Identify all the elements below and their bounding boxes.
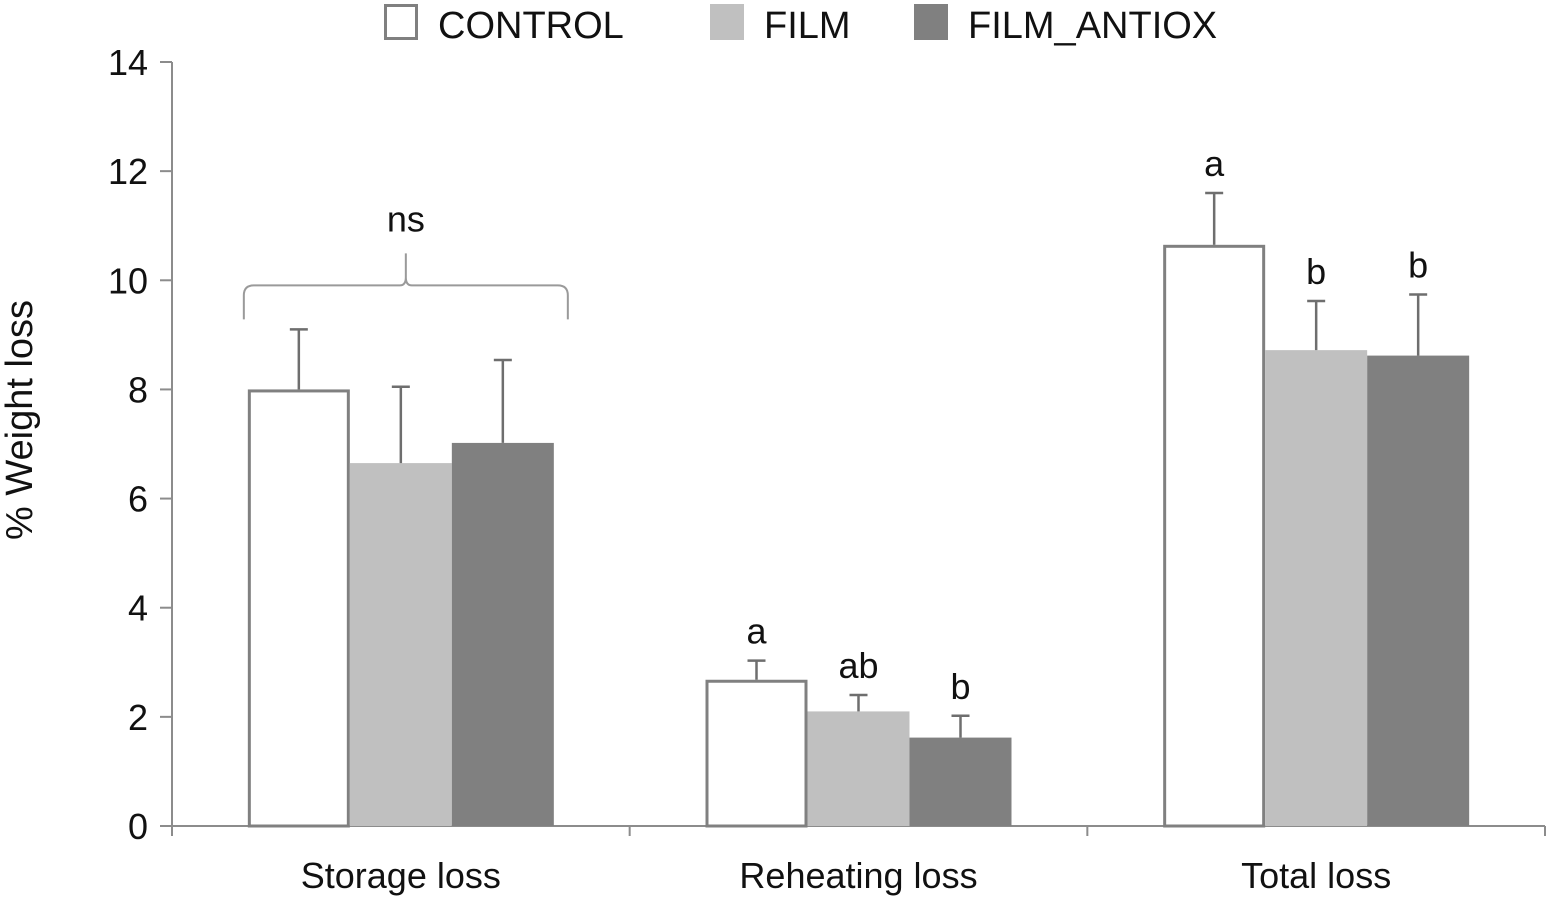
bar-control (247, 389, 350, 828)
bar-film-antiox (909, 737, 1012, 826)
legend-swatch (710, 4, 744, 40)
significance-letter: a (1204, 143, 1225, 184)
y-tick-label: 10 (108, 260, 148, 301)
bar-film (1265, 350, 1368, 826)
bar-control (1163, 244, 1266, 828)
legend-swatch (384, 4, 418, 40)
legend-label: FILM_ANTIOX (968, 5, 1217, 47)
y-tick-label: 0 (128, 806, 148, 847)
group-brace (242, 253, 569, 320)
group-annotation-label: ns (387, 198, 425, 239)
bar-film-antiox (451, 442, 554, 826)
y-tick-label: 4 (128, 588, 148, 629)
legend-swatch (914, 4, 948, 40)
significance-letter: a (746, 611, 767, 652)
category-label: Reheating loss (739, 855, 977, 896)
y-tick-label: 14 (108, 42, 148, 83)
bar-film (807, 711, 910, 826)
bars (247, 191, 1470, 828)
category-label: Total loss (1241, 855, 1391, 896)
category-label: Storage loss (301, 855, 501, 896)
significance-letter: b (1408, 244, 1428, 285)
bar-film-antiox (1367, 355, 1470, 826)
y-tick-label: 6 (128, 479, 148, 520)
significance-letter: ab (838, 645, 878, 686)
y-tick-label: 2 (128, 697, 148, 738)
legend-label: CONTROL (438, 5, 624, 47)
legend: CONTROL FILM FILM_ANTIOX (384, 4, 1217, 47)
y-tick-label: 12 (108, 151, 148, 192)
legend-label: FILM (764, 5, 851, 47)
y-tick-label: 8 (128, 369, 148, 410)
bar-control (705, 679, 808, 828)
bar-film (349, 463, 452, 826)
significance-letter: b (1306, 251, 1326, 292)
y-axis-label: % Weight loss (0, 300, 41, 540)
significance-letter: b (950, 666, 970, 707)
axes: 0 2 4 6 8 10 12 14 Storage loss Reheating loss Tot… (108, 42, 1546, 896)
